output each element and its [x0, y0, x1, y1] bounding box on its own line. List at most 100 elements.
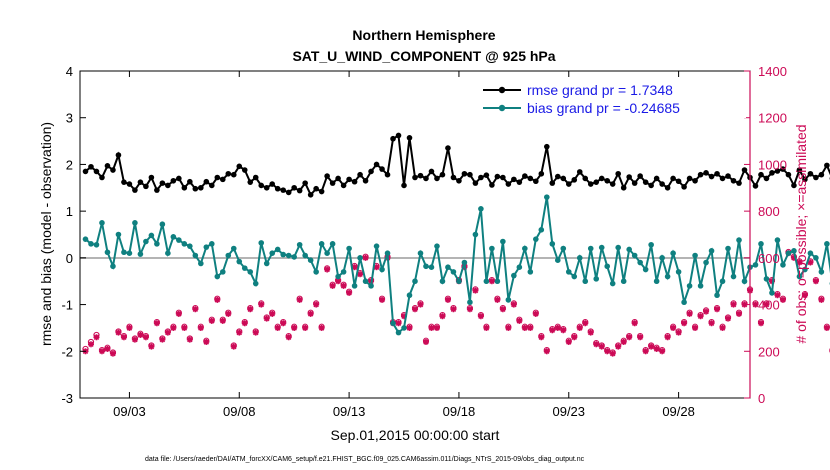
bias-point — [225, 252, 232, 259]
bias-point — [609, 280, 616, 287]
chart-subtitle: SAT_U_WIND_COMPONENT @ 925 hPa — [292, 48, 555, 64]
obs-assimilated-point — [285, 334, 292, 341]
rmse-point — [280, 187, 286, 193]
obs-assimilated-point — [626, 334, 633, 341]
obs-assimilated-point — [675, 329, 682, 336]
bias-point — [132, 220, 138, 226]
obs-assimilated-point — [197, 324, 204, 331]
obs-assimilated-point — [516, 317, 523, 324]
bias-point — [307, 257, 314, 263]
obs-assimilated-point — [510, 301, 517, 308]
rmse-point — [209, 182, 215, 189]
obs-assimilated-point — [450, 306, 457, 313]
bias-point — [659, 255, 665, 261]
rmse-point — [725, 173, 731, 179]
rmse-point — [598, 175, 605, 182]
rmse-point — [368, 168, 374, 175]
obs-assimilated-point — [126, 324, 133, 331]
bias-point — [335, 273, 341, 280]
bias-point — [802, 266, 808, 273]
obs-assimilated-point — [170, 324, 177, 331]
rmse-point — [395, 132, 402, 139]
x-tick-label: 09/28 — [662, 404, 695, 419]
bias-point — [351, 283, 358, 289]
obs-assimilated-point — [98, 348, 105, 355]
bias-point — [445, 264, 451, 271]
rmse-point — [478, 174, 484, 181]
rmse-point — [467, 171, 473, 178]
rmse-point — [335, 175, 341, 182]
bias-point — [406, 292, 413, 299]
rmse-point — [516, 179, 523, 185]
rmse-point — [121, 179, 127, 185]
rmse-point — [324, 173, 330, 179]
obs-assimilated-point — [422, 338, 429, 345]
bias-point — [631, 252, 638, 259]
obs-assimilated-point — [433, 324, 440, 331]
rmse-point — [758, 171, 764, 178]
bias-point — [769, 290, 775, 296]
bias-point — [461, 259, 468, 266]
bias-point — [115, 231, 122, 238]
obs-assimilated-point — [313, 301, 320, 308]
chart-title: Northern Hemisphere — [352, 27, 495, 43]
rmse-point — [544, 143, 550, 150]
rmse-point — [99, 174, 105, 181]
obs-assimilated-point — [543, 348, 550, 355]
rmse-point — [307, 191, 314, 198]
bias-point — [758, 241, 764, 247]
bias-point — [565, 269, 572, 275]
rmse-point — [181, 184, 188, 191]
obs-assimilated-point — [736, 310, 743, 317]
rmse-point — [500, 174, 506, 181]
bias-point — [110, 263, 116, 270]
rmse-point — [609, 181, 616, 187]
obs-assimilated-point — [153, 320, 160, 327]
rmse-point — [659, 181, 665, 187]
y-tick-label-left: 0 — [66, 251, 73, 266]
bias-point — [478, 206, 484, 212]
rmse-point — [483, 172, 490, 178]
bias-point — [714, 292, 720, 299]
rmse-point — [390, 135, 396, 142]
rmse-point — [675, 178, 682, 185]
obs-assimilated-point — [93, 334, 100, 341]
rmse-point — [148, 174, 155, 181]
obs-assimilated-point — [664, 334, 671, 341]
obs-assimilated-point — [247, 306, 254, 313]
rmse-point — [225, 170, 232, 177]
bias-point — [121, 249, 127, 256]
obs-assimilated-point — [807, 259, 814, 266]
rmse-point — [736, 180, 742, 186]
y-tick-label-right: 1000 — [758, 157, 787, 172]
obs-assimilated-point — [477, 313, 484, 320]
legend-marker-bias — [498, 104, 506, 112]
rmse-point — [351, 178, 358, 185]
obs-assimilated-point — [340, 282, 347, 289]
bias-point — [165, 250, 171, 256]
bias-point — [192, 252, 199, 259]
bias-point — [384, 250, 391, 256]
rmse-point — [230, 171, 237, 178]
bias-point — [598, 244, 605, 251]
obs-assimilated-point — [686, 310, 693, 317]
obs-assimilated-point — [620, 338, 627, 345]
rmse-point — [571, 177, 578, 183]
rmse-point — [511, 176, 517, 183]
rmse-point — [615, 170, 621, 177]
y-tick-label-right: 200 — [758, 344, 780, 359]
bias-point — [296, 241, 303, 248]
bias-point — [467, 299, 473, 306]
obs-assimilated-point — [681, 320, 688, 327]
rmse-point — [450, 174, 457, 181]
rmse-point — [653, 175, 660, 182]
obs-assimilated-point — [801, 292, 808, 299]
bias-point — [752, 262, 759, 268]
bias-point — [796, 273, 803, 280]
ticks-layer: 09/03 09/08 09/13 09/18 09/23 09/28 -3 -2 -1 0 1 2 3… — [61, 64, 786, 419]
rmse-point — [785, 171, 792, 178]
x-tick-label: 09/13 — [333, 404, 366, 419]
y-tick-label-right: 0 — [758, 391, 765, 406]
bias-point — [730, 273, 737, 280]
rmse-point — [648, 182, 654, 189]
